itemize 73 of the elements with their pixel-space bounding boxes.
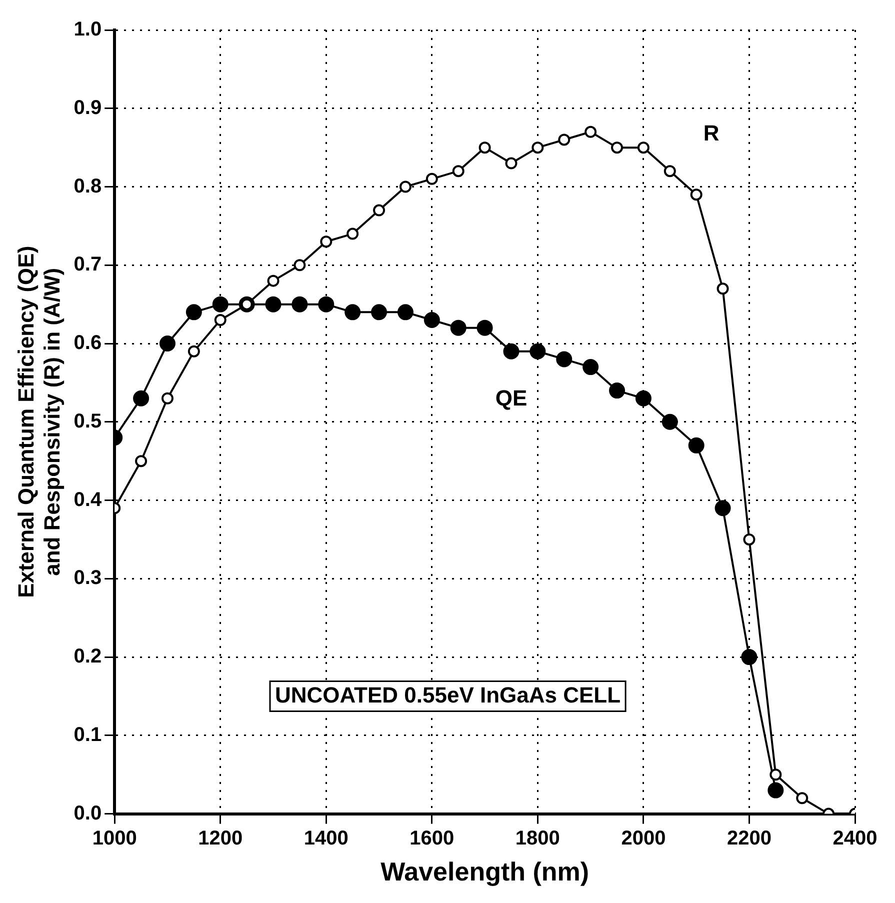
point — [530, 343, 546, 360]
x-axis-title: Wavelength (nm) — [380, 856, 590, 887]
annotation: UNCOATED 0.55eV InGaAs CELL — [275, 682, 621, 708]
point — [186, 304, 202, 320]
point — [768, 782, 784, 798]
point — [373, 204, 386, 216]
point — [609, 382, 626, 399]
point — [267, 274, 280, 287]
point — [582, 359, 599, 376]
point — [371, 304, 388, 320]
point — [688, 437, 704, 454]
x-tick-label: 1400 — [304, 827, 348, 850]
x-tick-label: 1200 — [198, 827, 243, 850]
point — [265, 296, 282, 312]
point — [690, 188, 702, 201]
y-tick-label: 0.0 — [74, 802, 102, 824]
point — [716, 282, 729, 295]
point — [426, 172, 438, 185]
point — [664, 165, 676, 178]
point — [743, 533, 756, 546]
point — [292, 296, 308, 312]
point — [741, 649, 758, 666]
point — [503, 343, 520, 360]
point — [135, 455, 148, 468]
point — [532, 142, 544, 154]
series-label: QE — [495, 385, 528, 410]
y-tick-label: 0.4 — [74, 488, 102, 511]
point — [635, 390, 652, 406]
y-tick-label: 0.6 — [74, 332, 102, 354]
point — [558, 134, 570, 146]
point — [133, 390, 150, 406]
y-tick-label: 0.1 — [74, 724, 102, 746]
point — [584, 126, 597, 138]
point — [450, 320, 466, 336]
y-tick-label: 0.3 — [74, 567, 102, 590]
y-tick-label: 0.7 — [74, 254, 102, 276]
point — [424, 312, 440, 328]
point — [344, 304, 361, 320]
point — [714, 500, 731, 516]
x-tick-label: 1600 — [410, 827, 454, 850]
y-tick-label: 0.2 — [74, 646, 102, 668]
point — [556, 351, 572, 368]
y-tick-label: 0.9 — [74, 96, 102, 119]
x-tick-label: 1800 — [515, 827, 560, 850]
point — [320, 236, 332, 248]
point — [188, 345, 200, 358]
x-tick-label: 2000 — [621, 827, 666, 850]
y-axis-title: External Quantum Efficiency (QE) and Responsivity (R) in (A/W) — [13, 246, 65, 598]
point — [796, 792, 808, 804]
y-tick-label: 1.0 — [74, 18, 102, 41]
y-tick-label: 0.5 — [74, 410, 102, 432]
point — [611, 142, 624, 154]
series-label: R — [703, 120, 720, 146]
point — [161, 392, 174, 404]
x-tick-label: 2400 — [832, 827, 878, 850]
point — [159, 336, 176, 352]
point — [770, 768, 782, 781]
point — [294, 259, 306, 272]
point — [478, 142, 491, 154]
point — [346, 228, 359, 240]
y-tick-label: 0.8 — [74, 175, 102, 198]
x-tick-label: 1000 — [92, 827, 137, 850]
x-tick-label: 2200 — [726, 827, 772, 850]
point — [318, 296, 334, 312]
point — [505, 157, 518, 170]
point — [399, 180, 412, 193]
point — [214, 314, 226, 326]
point — [397, 304, 414, 320]
point — [637, 142, 650, 154]
point — [476, 320, 493, 336]
point — [662, 414, 678, 430]
point — [212, 296, 228, 312]
point — [452, 165, 464, 178]
